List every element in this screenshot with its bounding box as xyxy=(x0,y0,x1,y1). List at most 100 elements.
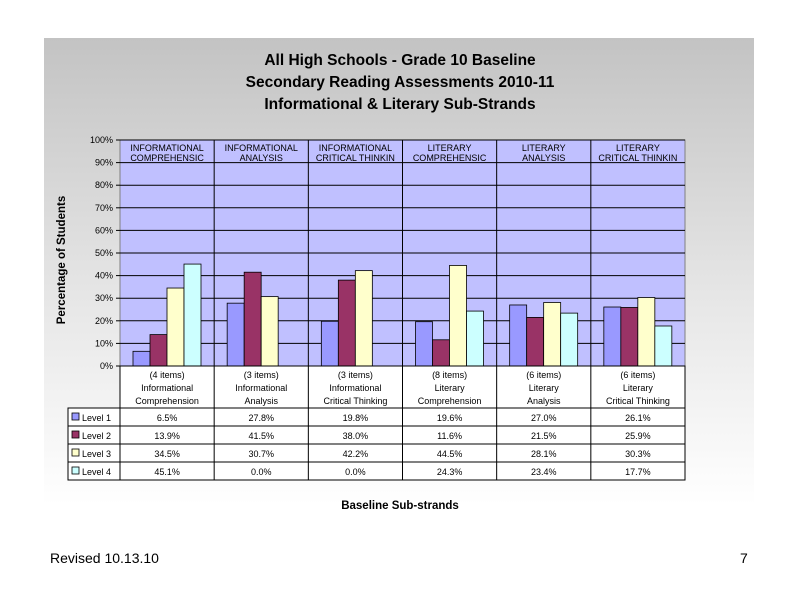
bar-level-4 xyxy=(466,310,484,367)
data-value: 24.3% xyxy=(437,467,463,477)
category-label: (3 items) xyxy=(338,370,373,380)
bar-level-3 xyxy=(543,302,562,367)
chart-title-line-1: All High Schools - Grade 10 Baseline xyxy=(264,52,536,69)
bar-level-4 xyxy=(560,312,579,367)
data-value: 30.3% xyxy=(625,449,651,459)
group-header-label: CRITICAL THINKIN xyxy=(316,153,395,163)
legend-label: Level 4 xyxy=(82,467,111,477)
revision-date: Revised 10.13.10 xyxy=(50,550,159,566)
bar-level-2 xyxy=(526,317,545,367)
y-tick-label: 40% xyxy=(95,271,113,281)
x-axis-label: Baseline Sub-strands xyxy=(341,500,459,512)
bar-level-1 xyxy=(132,350,151,367)
data-value: 0.0% xyxy=(251,467,272,477)
category-label: Informational xyxy=(235,383,287,393)
category-label: Literary xyxy=(529,383,560,393)
page-number: 7 xyxy=(740,550,748,566)
bar-level-3 xyxy=(260,296,279,367)
data-value: 30.7% xyxy=(248,449,274,459)
category-label: Critical Thinking xyxy=(323,396,387,406)
category-label: (3 items) xyxy=(244,370,279,380)
category-label: Analysis xyxy=(527,396,561,406)
data-value: 38.0% xyxy=(343,431,369,441)
chart-title-line-2: Secondary Reading Assessments 2010-11 xyxy=(245,74,555,91)
y-tick-label: 100% xyxy=(90,135,113,145)
data-value: 25.9% xyxy=(625,431,651,441)
category-label: (8 items) xyxy=(432,370,467,380)
legend-label: Level 3 xyxy=(82,449,111,459)
data-value: 11.6% xyxy=(437,431,462,441)
category-label: Informational xyxy=(141,383,193,393)
group-header-label: ANALYSIS xyxy=(240,153,283,163)
y-tick-label: 70% xyxy=(95,203,113,213)
bar-level-1 xyxy=(226,302,245,367)
y-tick-label: 80% xyxy=(95,180,113,190)
category-label: Literary xyxy=(435,383,466,393)
category-label: Comprehension xyxy=(135,396,199,406)
legend-label: Level 2 xyxy=(82,431,111,441)
bar-chart: 0% 10% 20% 30% 40% 50% 60% 70% 80% 90% 100% INFORMA… xyxy=(67,135,686,481)
data-value: 13.9% xyxy=(154,431,180,441)
y-tick-label: 60% xyxy=(95,225,113,235)
y-tick-label: 0% xyxy=(100,361,113,371)
data-value: 34.5% xyxy=(154,449,180,459)
group-header-label: LITERARY xyxy=(616,143,660,153)
category-label: Comprehension xyxy=(418,396,482,406)
group-header-label: CRITICAL THINKIN xyxy=(598,153,677,163)
category-label: Critical Thinking xyxy=(606,396,670,406)
data-value: 19.8% xyxy=(343,413,369,423)
bar-level-2 xyxy=(432,339,450,367)
data-value: 27.0% xyxy=(531,413,557,423)
legend-label: Level 1 xyxy=(82,413,111,423)
bar-level-1 xyxy=(603,306,622,367)
data-value: 27.8% xyxy=(248,413,274,423)
bar-level-3 xyxy=(449,265,467,367)
category-label: (6 items) xyxy=(526,370,561,380)
legend-key-2 xyxy=(71,430,80,439)
data-value: 23.4% xyxy=(531,467,557,477)
data-value: 41.5% xyxy=(248,431,274,441)
legend-key-4 xyxy=(71,466,80,475)
category-label: (4 items) xyxy=(150,370,185,380)
y-tick-label: 90% xyxy=(95,158,113,168)
group-header-label: INFORMATIONAL xyxy=(319,143,392,153)
category-label: Literary xyxy=(623,383,654,393)
group-header-label: ANALYSIS xyxy=(522,153,565,163)
bar-level-1 xyxy=(320,320,339,367)
group-header-label: INFORMATIONAL xyxy=(225,143,298,153)
bar-level-2 xyxy=(149,334,168,367)
y-tick-label: 50% xyxy=(95,248,113,258)
bar-level-2 xyxy=(243,271,262,367)
data-value: 0.0% xyxy=(345,467,366,477)
category-label: Informational xyxy=(329,383,381,393)
data-value: 28.1% xyxy=(531,449,557,459)
bar-level-2 xyxy=(620,307,639,367)
data-value: 6.5% xyxy=(157,413,178,423)
bar-level-4 xyxy=(183,263,202,367)
data-value: 26.1% xyxy=(625,413,651,423)
category-label: Analysis xyxy=(244,396,278,406)
bar-level-1 xyxy=(509,304,528,367)
bar-level-1 xyxy=(415,321,433,367)
y-tick-label: 30% xyxy=(95,293,113,303)
data-value: 21.5% xyxy=(531,431,557,441)
group-header-label: LITERARY xyxy=(522,143,566,153)
group-header-label: COMPREHENSIC xyxy=(413,153,487,163)
y-tick-label: 20% xyxy=(95,316,113,326)
legend-key-1 xyxy=(71,412,80,421)
chart-title-line-3: Informational & Literary Sub-Strands xyxy=(264,96,536,113)
data-value: 19.6% xyxy=(437,413,463,423)
group-header-label: COMPREHENSIC xyxy=(130,153,204,163)
group-header-label: LITERARY xyxy=(428,143,472,153)
data-value: 44.5% xyxy=(437,449,463,459)
data-value: 17.7% xyxy=(625,467,651,477)
y-tick-label: 10% xyxy=(95,338,113,348)
legend-key-3 xyxy=(71,448,80,457)
bar-level-3 xyxy=(637,297,656,367)
group-header-label: INFORMATIONAL xyxy=(130,143,203,153)
category-label: (6 items) xyxy=(620,370,655,380)
bar-level-3 xyxy=(354,270,373,367)
bar-level-3 xyxy=(166,287,185,367)
data-value: 45.1% xyxy=(154,467,180,477)
bar-level-4 xyxy=(654,325,673,367)
